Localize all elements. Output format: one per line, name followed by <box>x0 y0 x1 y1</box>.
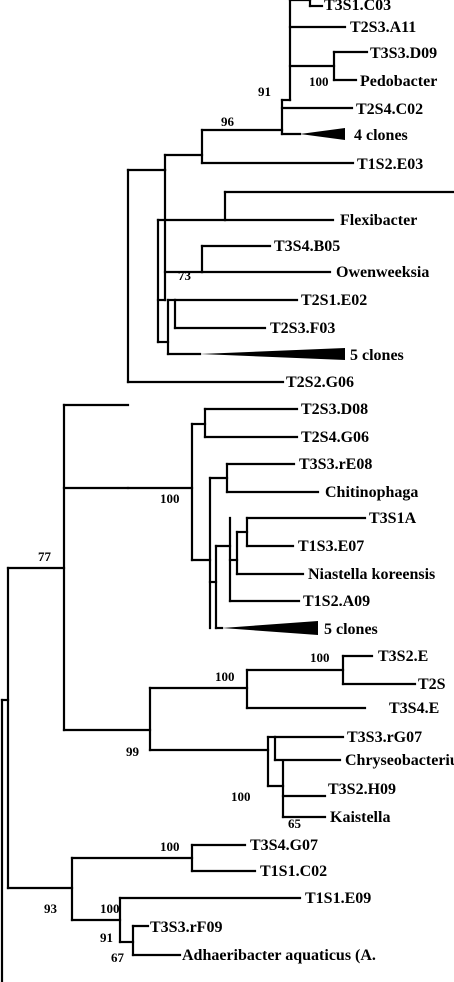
bootstrap-value: 100 <box>215 669 235 684</box>
bootstrap-value: 77 <box>38 549 52 564</box>
leaf-label: T2S3.A11 <box>350 19 416 36</box>
bootstrap-value: 100 <box>160 491 180 506</box>
leaf-label: T3S3.rE08 <box>299 456 372 473</box>
leaf-labels: T3S1.C03 T2S3.A11 T3S3.D09 Pedobacter T2… <box>150 0 454 964</box>
bootstrap-value: 91 <box>100 930 113 945</box>
leaf-label: T1S2.E03 <box>357 156 423 173</box>
collapsed-clade-wedge <box>222 621 318 635</box>
collapsed-clade-wedge <box>200 348 345 360</box>
leaf-label: T2S <box>418 676 446 693</box>
leaf-label: T3S1.C03 <box>324 0 391 14</box>
bootstrap-value: 96 <box>221 114 235 129</box>
leaf-label: T2S4.G06 <box>301 429 369 446</box>
leaf-label: Flexibacter <box>340 212 417 229</box>
leaf-label: Niastella koreensis <box>308 566 435 583</box>
leaf-label: T3S3.rF09 <box>150 919 222 936</box>
collapsed-clade-wedges <box>200 128 345 635</box>
leaf-label: Kaistella <box>330 809 390 826</box>
leaf-label: T1S3.E07 <box>298 538 364 555</box>
leaf-label: Adhaeribacter aquaticus (A. <box>182 947 376 964</box>
leaf-label: T3S4.E <box>389 700 439 717</box>
leaf-label: Pedobacter <box>360 73 437 90</box>
leaf-label: T2S3.D08 <box>301 401 368 418</box>
leaf-label: Owenweeksia <box>336 264 429 281</box>
leaf-label: T3S2.E <box>378 648 428 665</box>
leaf-label: T3S4.G07 <box>250 837 318 854</box>
bootstrap-value: 100 <box>160 839 180 854</box>
leaf-label: 5 clones <box>350 347 404 364</box>
bootstrap-value: 65 <box>288 816 302 831</box>
leaf-label: T1S2.A09 <box>303 593 370 610</box>
bootstrap-value: 99 <box>126 744 140 759</box>
bootstrap-value: 91 <box>258 84 271 99</box>
leaf-label: T2S2.G06 <box>286 374 354 391</box>
collapsed-clade-wedge <box>300 128 345 140</box>
bootstrap-value: 73 <box>178 268 192 283</box>
bootstrap-value: 67 <box>111 950 125 965</box>
leaf-label: Chitinophaga <box>325 484 418 501</box>
leaf-label: T2S4.C02 <box>356 101 423 118</box>
bootstrap-value: 100 <box>309 74 329 89</box>
bootstrap-values: 91 100 96 73 100 77 100 100 100 99 100 6… <box>38 74 330 965</box>
leaf-label: 4 clones <box>354 127 408 144</box>
leaf-label: T3S4.B05 <box>274 238 340 255</box>
leaf-label: T2S1.E02 <box>301 292 367 309</box>
leaf-label: T3S2.H09 <box>328 781 396 798</box>
leaf-label: 5 clones <box>324 621 378 638</box>
bootstrap-value: 93 <box>44 901 58 916</box>
leaf-label: T3S1A <box>369 510 417 527</box>
bootstrap-value: 100 <box>100 901 120 916</box>
leaf-label: T3S3.rG07 <box>347 729 422 746</box>
bootstrap-value: 100 <box>310 650 330 665</box>
leaf-label: Chryseobacterium <box>345 752 454 769</box>
leaf-label: T2S3.F03 <box>270 320 335 337</box>
leaf-label: T1S1.E09 <box>305 890 371 907</box>
leaf-label: T3S3.D09 <box>370 45 437 62</box>
bootstrap-value: 100 <box>231 789 251 804</box>
leaf-label: T1S1.C02 <box>260 863 327 880</box>
